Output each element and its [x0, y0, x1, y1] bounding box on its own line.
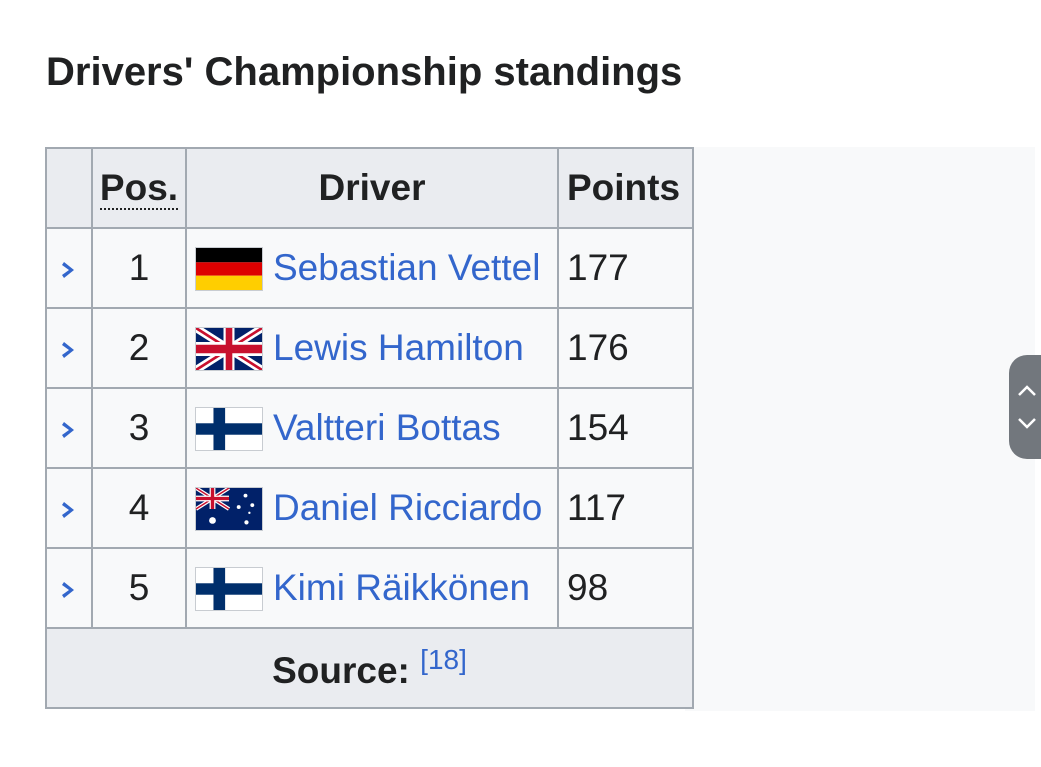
table-row: 4 Daniel Ricciardo 117 — [45, 467, 694, 549]
expand-row-button[interactable] — [45, 547, 93, 629]
section-navigation-widget — [1009, 355, 1041, 459]
points-cell: 98 — [557, 547, 694, 629]
chevron-up-icon[interactable] — [1017, 383, 1037, 397]
pos-cell: 1 — [91, 227, 187, 309]
chevron-right-icon — [62, 582, 74, 599]
driver-cell: Valtteri Bottas — [185, 387, 559, 469]
points-cell: 176 — [557, 307, 694, 389]
points-cell: 154 — [557, 387, 694, 469]
united-kingdom-flag-icon — [195, 326, 263, 371]
australia-flag-icon — [195, 486, 263, 531]
pos-header: Pos. — [91, 147, 187, 229]
expand-row-button[interactable] — [45, 227, 93, 309]
chevron-right-icon — [62, 422, 74, 439]
finland-flag-icon — [195, 566, 263, 611]
driver-link[interactable]: Daniel Ricciardo — [273, 487, 543, 529]
germany-flag-icon — [195, 246, 263, 291]
pos-cell: 4 — [91, 467, 187, 549]
table-row: 1 Sebastian Vettel 177 — [45, 227, 694, 309]
chevron-right-icon — [62, 502, 74, 519]
driver-cell: Sebastian Vettel — [185, 227, 559, 309]
points-cell: 177 — [557, 227, 694, 309]
standings-table: Pos. Driver Points 1 Sebastian Vettel 17… — [45, 147, 694, 709]
points-header: Points — [557, 147, 694, 229]
expand-row-button[interactable] — [45, 387, 93, 469]
pos-cell: 2 — [91, 307, 187, 389]
section-title: Drivers' Championship standings — [46, 50, 683, 94]
driver-link[interactable]: Valtteri Bottas — [273, 407, 501, 449]
table-row: 3 Valtteri Bottas 154 — [45, 387, 694, 469]
table-header-row: Pos. Driver Points — [45, 147, 694, 229]
table-scroll-area — [685, 147, 1035, 711]
expand-row-button[interactable] — [45, 307, 93, 389]
driver-link[interactable]: Kimi Räikkönen — [273, 567, 531, 609]
chevron-right-icon — [62, 262, 74, 279]
source-row: Source: [18] — [45, 627, 694, 709]
driver-cell: Kimi Räikkönen — [185, 547, 559, 629]
table-row: 2 Lewis Hamilton 176 — [45, 307, 694, 389]
expand-column-header — [45, 147, 93, 229]
finland-flag-icon — [195, 406, 263, 451]
pos-abbreviation[interactable]: Pos. — [99, 166, 179, 210]
source-cell: Source: [18] — [45, 627, 694, 709]
source-label: Source: — [272, 650, 410, 691]
points-cell: 117 — [557, 467, 694, 549]
driver-link[interactable]: Lewis Hamilton — [273, 327, 524, 369]
reference-link[interactable]: [18] — [420, 644, 467, 675]
expand-row-button[interactable] — [45, 467, 93, 549]
driver-cell: Daniel Ricciardo — [185, 467, 559, 549]
driver-header: Driver — [185, 147, 559, 229]
driver-cell: Lewis Hamilton — [185, 307, 559, 389]
chevron-right-icon — [62, 342, 74, 359]
chevron-down-icon[interactable] — [1017, 417, 1037, 431]
pos-cell: 5 — [91, 547, 187, 629]
driver-link[interactable]: Sebastian Vettel — [273, 247, 541, 289]
pos-cell: 3 — [91, 387, 187, 469]
table-row: 5 Kimi Räikkönen 98 — [45, 547, 694, 629]
